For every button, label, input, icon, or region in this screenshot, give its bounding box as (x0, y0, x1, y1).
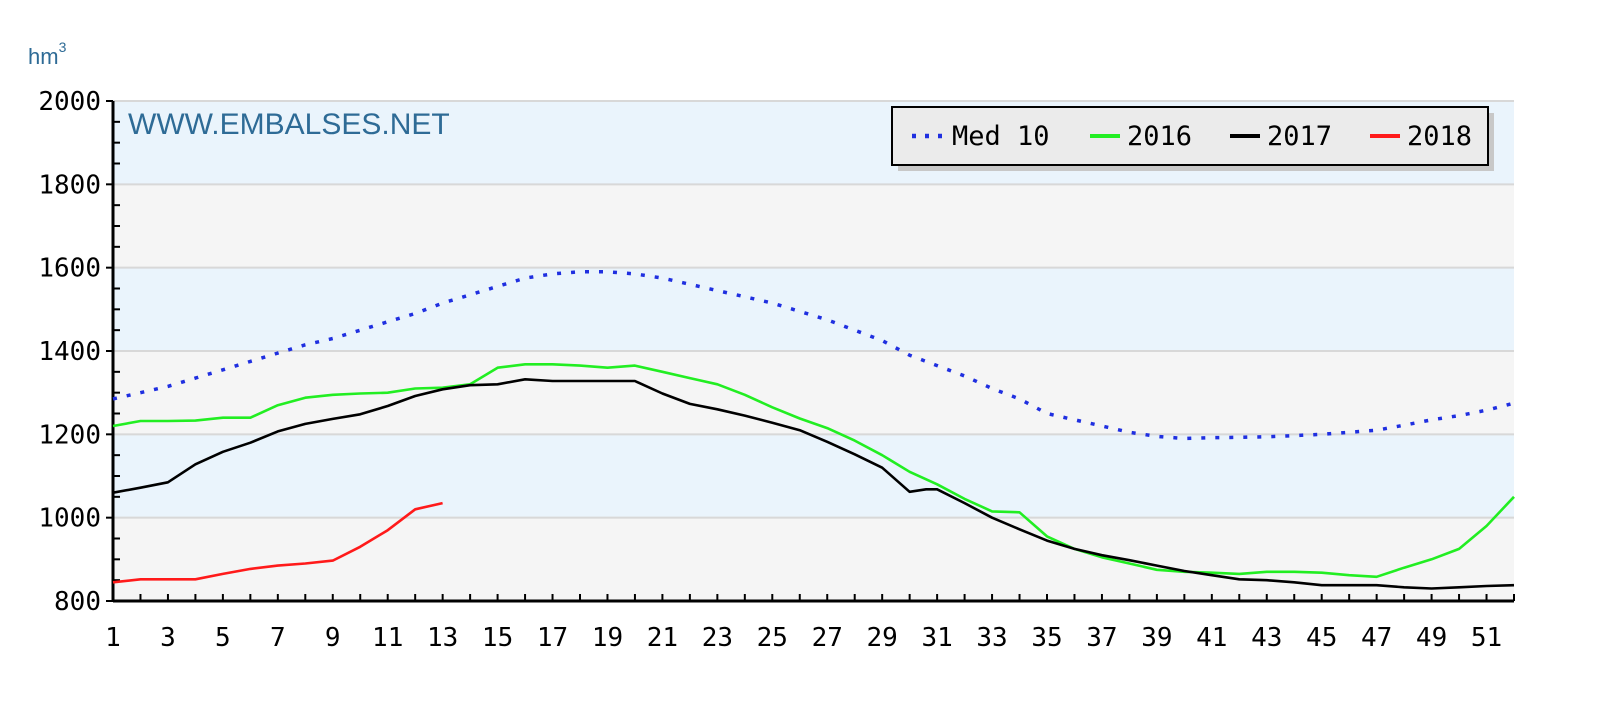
x-tick-label: 5 (215, 623, 231, 653)
y-tick-label: 800 (54, 587, 101, 617)
x-tick-label: 33 (976, 623, 1007, 653)
series-line-2016 (112, 362, 1515, 579)
series-line-2017 (112, 377, 1515, 590)
y-tick-label: 1800 (38, 170, 101, 200)
x-tick-label: 45 (1306, 623, 1337, 653)
x-tick-label: 21 (647, 623, 678, 653)
x-tick-label: 43 (1251, 623, 1282, 653)
watermark: WWW.EMBALSES.NET (128, 108, 450, 141)
x-tick-label: 7 (270, 623, 286, 653)
y-tick-label: 1600 (38, 254, 101, 284)
y-tick-label: 1400 (38, 337, 101, 367)
x-tick-label: 29 (867, 623, 898, 653)
background-band (113, 517, 1514, 601)
background-band (113, 351, 1514, 435)
y-tick-label: 2000 (38, 87, 101, 117)
x-tick-label: 15 (482, 623, 513, 653)
x-tick-label: 37 (1086, 623, 1117, 653)
y-axis-ticks: 800 1000 1200 1400 1600 1800 2000 (38, 87, 120, 617)
x-tick-label: 9 (325, 623, 341, 653)
x-tick-label: 47 (1361, 623, 1392, 653)
series-line-2018 (112, 501, 443, 584)
y-tick-label: 1200 (38, 420, 101, 450)
x-tick-label: 19 (592, 623, 623, 653)
legend: Med 10 2016 2017 2018 (891, 106, 1494, 171)
x-tick-label: 23 (702, 623, 733, 653)
gridlines (113, 100, 1514, 519)
background-band (113, 184, 1514, 268)
x-tick-label: 31 (921, 623, 952, 653)
x-tick-label: 3 (160, 623, 176, 653)
y-tick-label: 1000 (38, 504, 101, 534)
series-lines (112, 270, 1515, 590)
x-tick-label: 41 (1196, 623, 1227, 653)
x-tick-label: 51 (1471, 623, 1502, 653)
legend-label: 2017 (1267, 121, 1332, 152)
x-tick-label: 35 (1031, 623, 1062, 653)
x-tick-label: 13 (427, 623, 458, 653)
y-unit-text: hm (28, 44, 59, 69)
x-tick-label: 1 (105, 623, 121, 653)
x-tick-label: 39 (1141, 623, 1172, 653)
legend-label: 2018 (1407, 121, 1472, 152)
y-unit-label: hm3 (28, 39, 67, 69)
legend-label: Med 10 (952, 121, 1050, 152)
y-unit-superscript: 3 (59, 39, 67, 55)
x-tick-label: 25 (757, 623, 788, 653)
legend-label: 2016 (1127, 121, 1192, 152)
x-tick-label: 27 (812, 623, 843, 653)
x-tick-label: 17 (537, 623, 568, 653)
x-tick-label: 11 (372, 623, 403, 653)
background-band (113, 267, 1514, 351)
x-tick-label: 49 (1416, 623, 1447, 653)
background-band (113, 434, 1514, 518)
x-axis-ticks: 1 3 5 7 9 11 13 15 17 19 21 23 25 27 29 31 33 35 37 39 41 43 4… (105, 594, 1515, 653)
